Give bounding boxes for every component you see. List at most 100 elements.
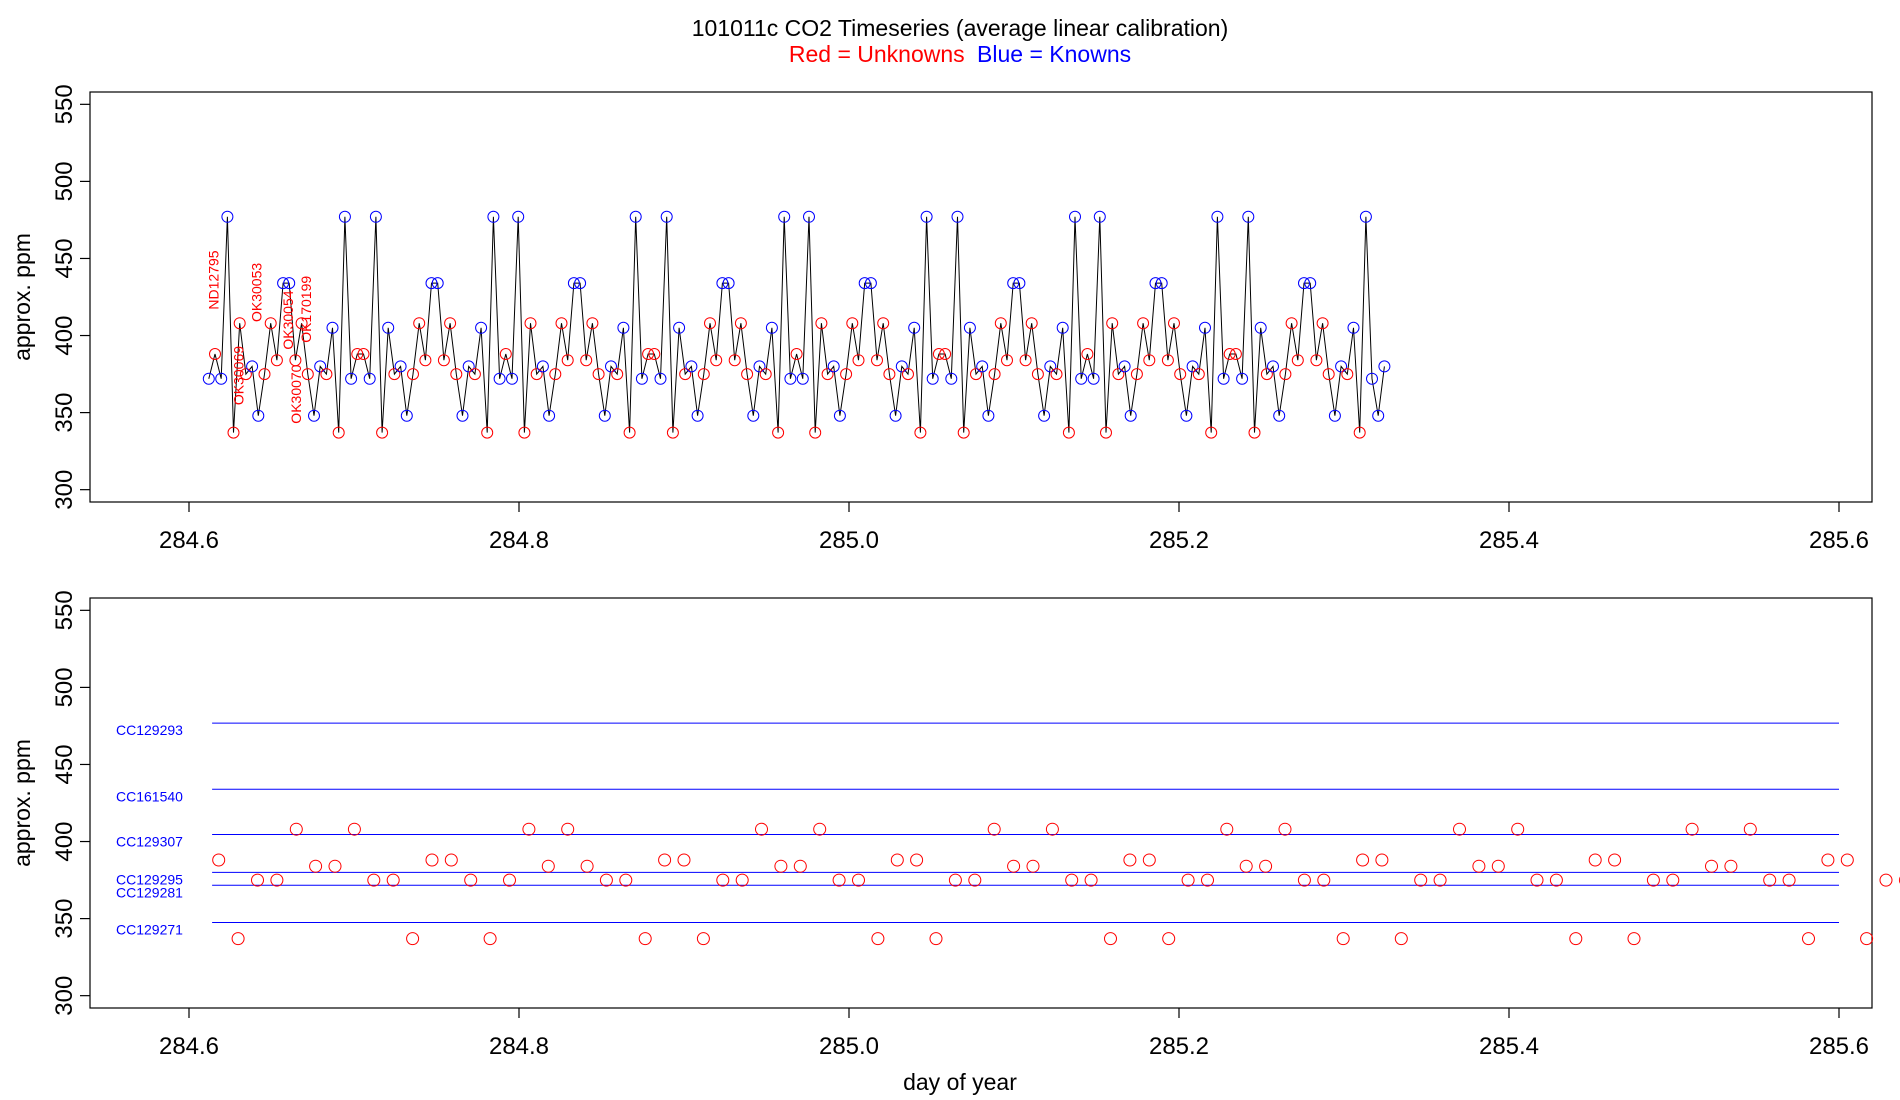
unknown-point <box>815 317 828 330</box>
unknown-point <box>1375 853 1389 867</box>
known-point <box>1093 210 1106 223</box>
unknown-point <box>1394 932 1408 946</box>
unknown-point <box>1860 932 1874 946</box>
unknown-point <box>809 426 822 439</box>
reference-line-label: CC129281 <box>116 884 183 900</box>
top-y-axis-label: approx. ppm <box>9 233 35 361</box>
unknown-point <box>251 873 264 887</box>
unknown-point <box>388 368 401 381</box>
unknown-point <box>419 354 432 367</box>
known-point <box>400 409 413 422</box>
unknown-point <box>759 368 772 381</box>
known-point <box>605 360 617 373</box>
bottom-y-tick-label: 500 <box>51 667 78 707</box>
unknown-point <box>1062 426 1075 439</box>
unknown-point <box>1223 348 1236 360</box>
chart-title: 101011c CO2 Timeseries (average linear c… <box>692 15 1229 41</box>
known-point <box>635 372 648 385</box>
unknown-point <box>1137 317 1150 330</box>
known-point <box>747 409 760 422</box>
top-y-tick-label: 450 <box>51 238 78 278</box>
unknown-point <box>320 368 333 381</box>
unknown-point <box>1205 426 1218 439</box>
unknown-point <box>1356 853 1370 867</box>
known-point <box>673 321 686 334</box>
unknown-point <box>301 368 314 381</box>
known-point <box>215 372 228 385</box>
unknown-point <box>623 426 636 439</box>
known-point <box>308 409 320 422</box>
unknown-point <box>522 822 536 836</box>
unknown-point <box>1317 873 1331 887</box>
unknown-point <box>1220 822 1234 836</box>
unknown-point <box>586 317 599 330</box>
sample-label: OK30069 <box>230 346 246 405</box>
unknown-point <box>813 822 827 836</box>
unknown-point <box>846 317 859 330</box>
bottom-y-tick-label: 300 <box>51 976 78 1016</box>
unknown-point <box>1802 932 1815 946</box>
known-point <box>1236 372 1249 385</box>
sample-label: OK170199 <box>298 276 314 343</box>
unknown-point <box>328 859 342 873</box>
known-point <box>431 277 444 290</box>
known-point <box>963 321 976 334</box>
known-point <box>976 360 989 373</box>
top-x-tick-label: 285.6 <box>1809 527 1869 554</box>
unknown-point <box>444 853 458 867</box>
unknown-point <box>948 873 962 887</box>
unknown-point <box>821 368 834 381</box>
unknown-point <box>351 348 364 360</box>
unknown-point <box>1666 873 1680 887</box>
unknown-point <box>212 853 226 867</box>
unknown-point <box>406 932 420 946</box>
unknown-point <box>890 853 904 867</box>
reference-line-label: CC129307 <box>116 833 183 849</box>
bottom-unknown-points <box>212 822 1900 946</box>
sample-label: OK30070 <box>288 364 304 423</box>
unknown-point <box>264 317 277 330</box>
unknown-point <box>883 368 896 381</box>
unknown-point <box>227 426 240 439</box>
unknown-point <box>1322 368 1335 381</box>
unknown-point <box>1143 354 1156 367</box>
unknown-point <box>1297 873 1311 887</box>
bottom-x-tick-label: 284.6 <box>159 1033 219 1060</box>
unknown-point <box>1453 822 1466 836</box>
unknown-point <box>1685 822 1699 836</box>
unknown-point <box>1433 873 1447 887</box>
unknown-point <box>728 354 741 367</box>
unknown-point <box>231 932 245 946</box>
bottom-y-tick-label: 450 <box>51 744 78 784</box>
unknown-point <box>524 317 537 330</box>
known-point <box>685 360 698 373</box>
unknown-point <box>1045 822 1059 836</box>
unknown-point <box>1511 822 1525 836</box>
unknown-point <box>464 873 478 887</box>
known-point <box>425 277 438 290</box>
known-point <box>1366 372 1378 385</box>
known-point <box>1186 360 1199 373</box>
unknown-point <box>1168 317 1180 330</box>
unknown-point <box>939 348 952 360</box>
unknown-point <box>1181 873 1195 887</box>
known-point <box>660 210 673 223</box>
reference-line-label: CC129295 <box>116 871 183 887</box>
unknown-point <box>734 317 747 330</box>
unknown-point <box>832 873 846 887</box>
unknown-point <box>710 354 723 367</box>
known-point <box>1038 409 1051 422</box>
known-point <box>456 409 469 422</box>
known-point <box>202 372 215 385</box>
unknown-point <box>1782 873 1796 887</box>
unknown-point <box>1291 354 1304 367</box>
unknown-point <box>871 932 885 946</box>
unknown-point <box>755 822 768 836</box>
known-point <box>895 360 908 373</box>
top-series <box>202 210 1391 439</box>
known-point <box>1254 321 1267 334</box>
known-point <box>1149 277 1162 290</box>
known-point <box>246 360 259 373</box>
